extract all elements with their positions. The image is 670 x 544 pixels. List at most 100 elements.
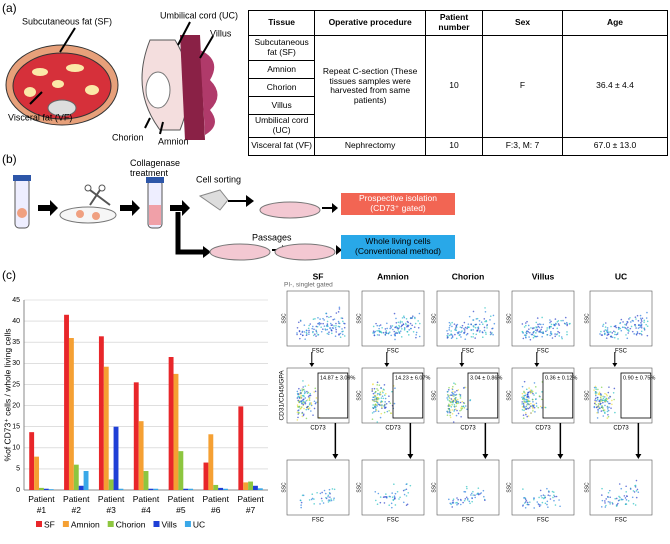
event-dot — [522, 398, 524, 400]
event-dot — [371, 398, 374, 401]
x-tick-label: Patient #4 — [133, 494, 160, 515]
event-dot — [383, 384, 386, 386]
event-dot — [453, 410, 455, 412]
event-dot — [315, 325, 318, 328]
event-dot — [525, 400, 527, 403]
label: Visceral fat (VF) — [8, 112, 72, 122]
event-dot — [303, 390, 306, 392]
event-dot — [302, 414, 305, 417]
axis-label: SSC — [584, 390, 590, 401]
event-dot — [464, 386, 467, 389]
event-dot — [464, 405, 467, 407]
column-header: Chorion — [452, 271, 485, 281]
event-dot — [302, 403, 305, 406]
event-dot — [319, 503, 321, 505]
event-dot — [595, 386, 597, 389]
event-dot — [549, 494, 551, 497]
event-dot — [606, 400, 609, 403]
event-dot — [525, 407, 527, 410]
event-dot — [526, 415, 529, 418]
event-dot — [645, 317, 648, 319]
event-dot — [602, 323, 605, 326]
event-dot — [593, 386, 596, 389]
event-dot — [466, 487, 468, 490]
event-dot — [527, 503, 530, 506]
x-tick-label: Patient #7 — [237, 494, 264, 515]
event-dot — [606, 329, 609, 331]
event-dot — [643, 319, 646, 322]
event-dot — [474, 496, 476, 499]
event-dot — [405, 324, 407, 326]
event-dot — [381, 395, 384, 397]
event-dot — [609, 335, 612, 338]
event-dot — [636, 332, 639, 335]
event-dot — [301, 494, 304, 497]
plot-frame — [589, 459, 653, 516]
event-dot — [528, 336, 530, 338]
event-dot — [555, 495, 558, 498]
event-dot — [341, 328, 343, 330]
event-dot — [453, 393, 455, 395]
event-dot — [399, 321, 402, 324]
bar — [178, 451, 184, 490]
event-dot — [309, 394, 312, 397]
event-dot — [566, 333, 568, 336]
event-dot — [534, 386, 537, 388]
event-dot — [372, 396, 374, 399]
event-dot — [548, 326, 551, 328]
event-dot — [456, 400, 458, 403]
event-dot — [466, 497, 469, 500]
bar — [213, 484, 219, 490]
event-dot — [459, 395, 462, 397]
axis-label: CD73 — [535, 426, 551, 432]
event-dot — [301, 330, 304, 333]
td: 10 — [425, 136, 483, 156]
event-dot — [529, 389, 532, 391]
legend-swatch — [62, 521, 69, 527]
event-dot — [327, 501, 330, 503]
event-dot — [316, 325, 319, 328]
event-dot — [314, 333, 316, 336]
event-dot — [600, 398, 602, 401]
y-axis-label: %of CD73⁺ cells / whole living cells — [2, 329, 12, 462]
event-dot — [308, 407, 311, 409]
event-dot — [328, 316, 330, 319]
event-dot — [388, 409, 390, 412]
event-dot — [453, 382, 455, 384]
event-dot — [484, 307, 486, 309]
event-dot — [493, 322, 496, 325]
event-dot — [311, 497, 314, 500]
event-dot — [458, 330, 460, 333]
event-dot — [305, 334, 308, 336]
event-dot — [477, 487, 480, 489]
event-dot — [468, 315, 471, 318]
event-dot — [616, 504, 618, 506]
event-dot — [451, 403, 453, 406]
event-dot — [599, 392, 602, 395]
event-dot — [338, 306, 341, 309]
event-dot — [617, 328, 620, 330]
event-dot — [614, 497, 617, 500]
event-dot — [375, 322, 377, 325]
event-dot — [546, 500, 549, 503]
event-dot — [463, 332, 465, 335]
event-dot — [455, 414, 458, 417]
event-dot — [523, 409, 525, 412]
event-dot — [634, 316, 637, 318]
event-dot — [376, 384, 379, 386]
event-dot — [459, 498, 462, 501]
event-dot — [319, 318, 321, 320]
event-dot — [328, 331, 330, 333]
event-dot — [374, 490, 377, 493]
event-dot — [492, 333, 494, 336]
th: Tissue — [247, 10, 316, 36]
event-dot — [395, 325, 398, 328]
event-dot — [547, 494, 550, 496]
event-dot — [530, 402, 532, 405]
event-dot — [614, 324, 617, 327]
event-dot — [536, 317, 539, 319]
bar — [208, 434, 214, 490]
legend-swatch — [184, 521, 191, 527]
event-dot — [564, 316, 567, 319]
event-dot — [646, 311, 648, 314]
